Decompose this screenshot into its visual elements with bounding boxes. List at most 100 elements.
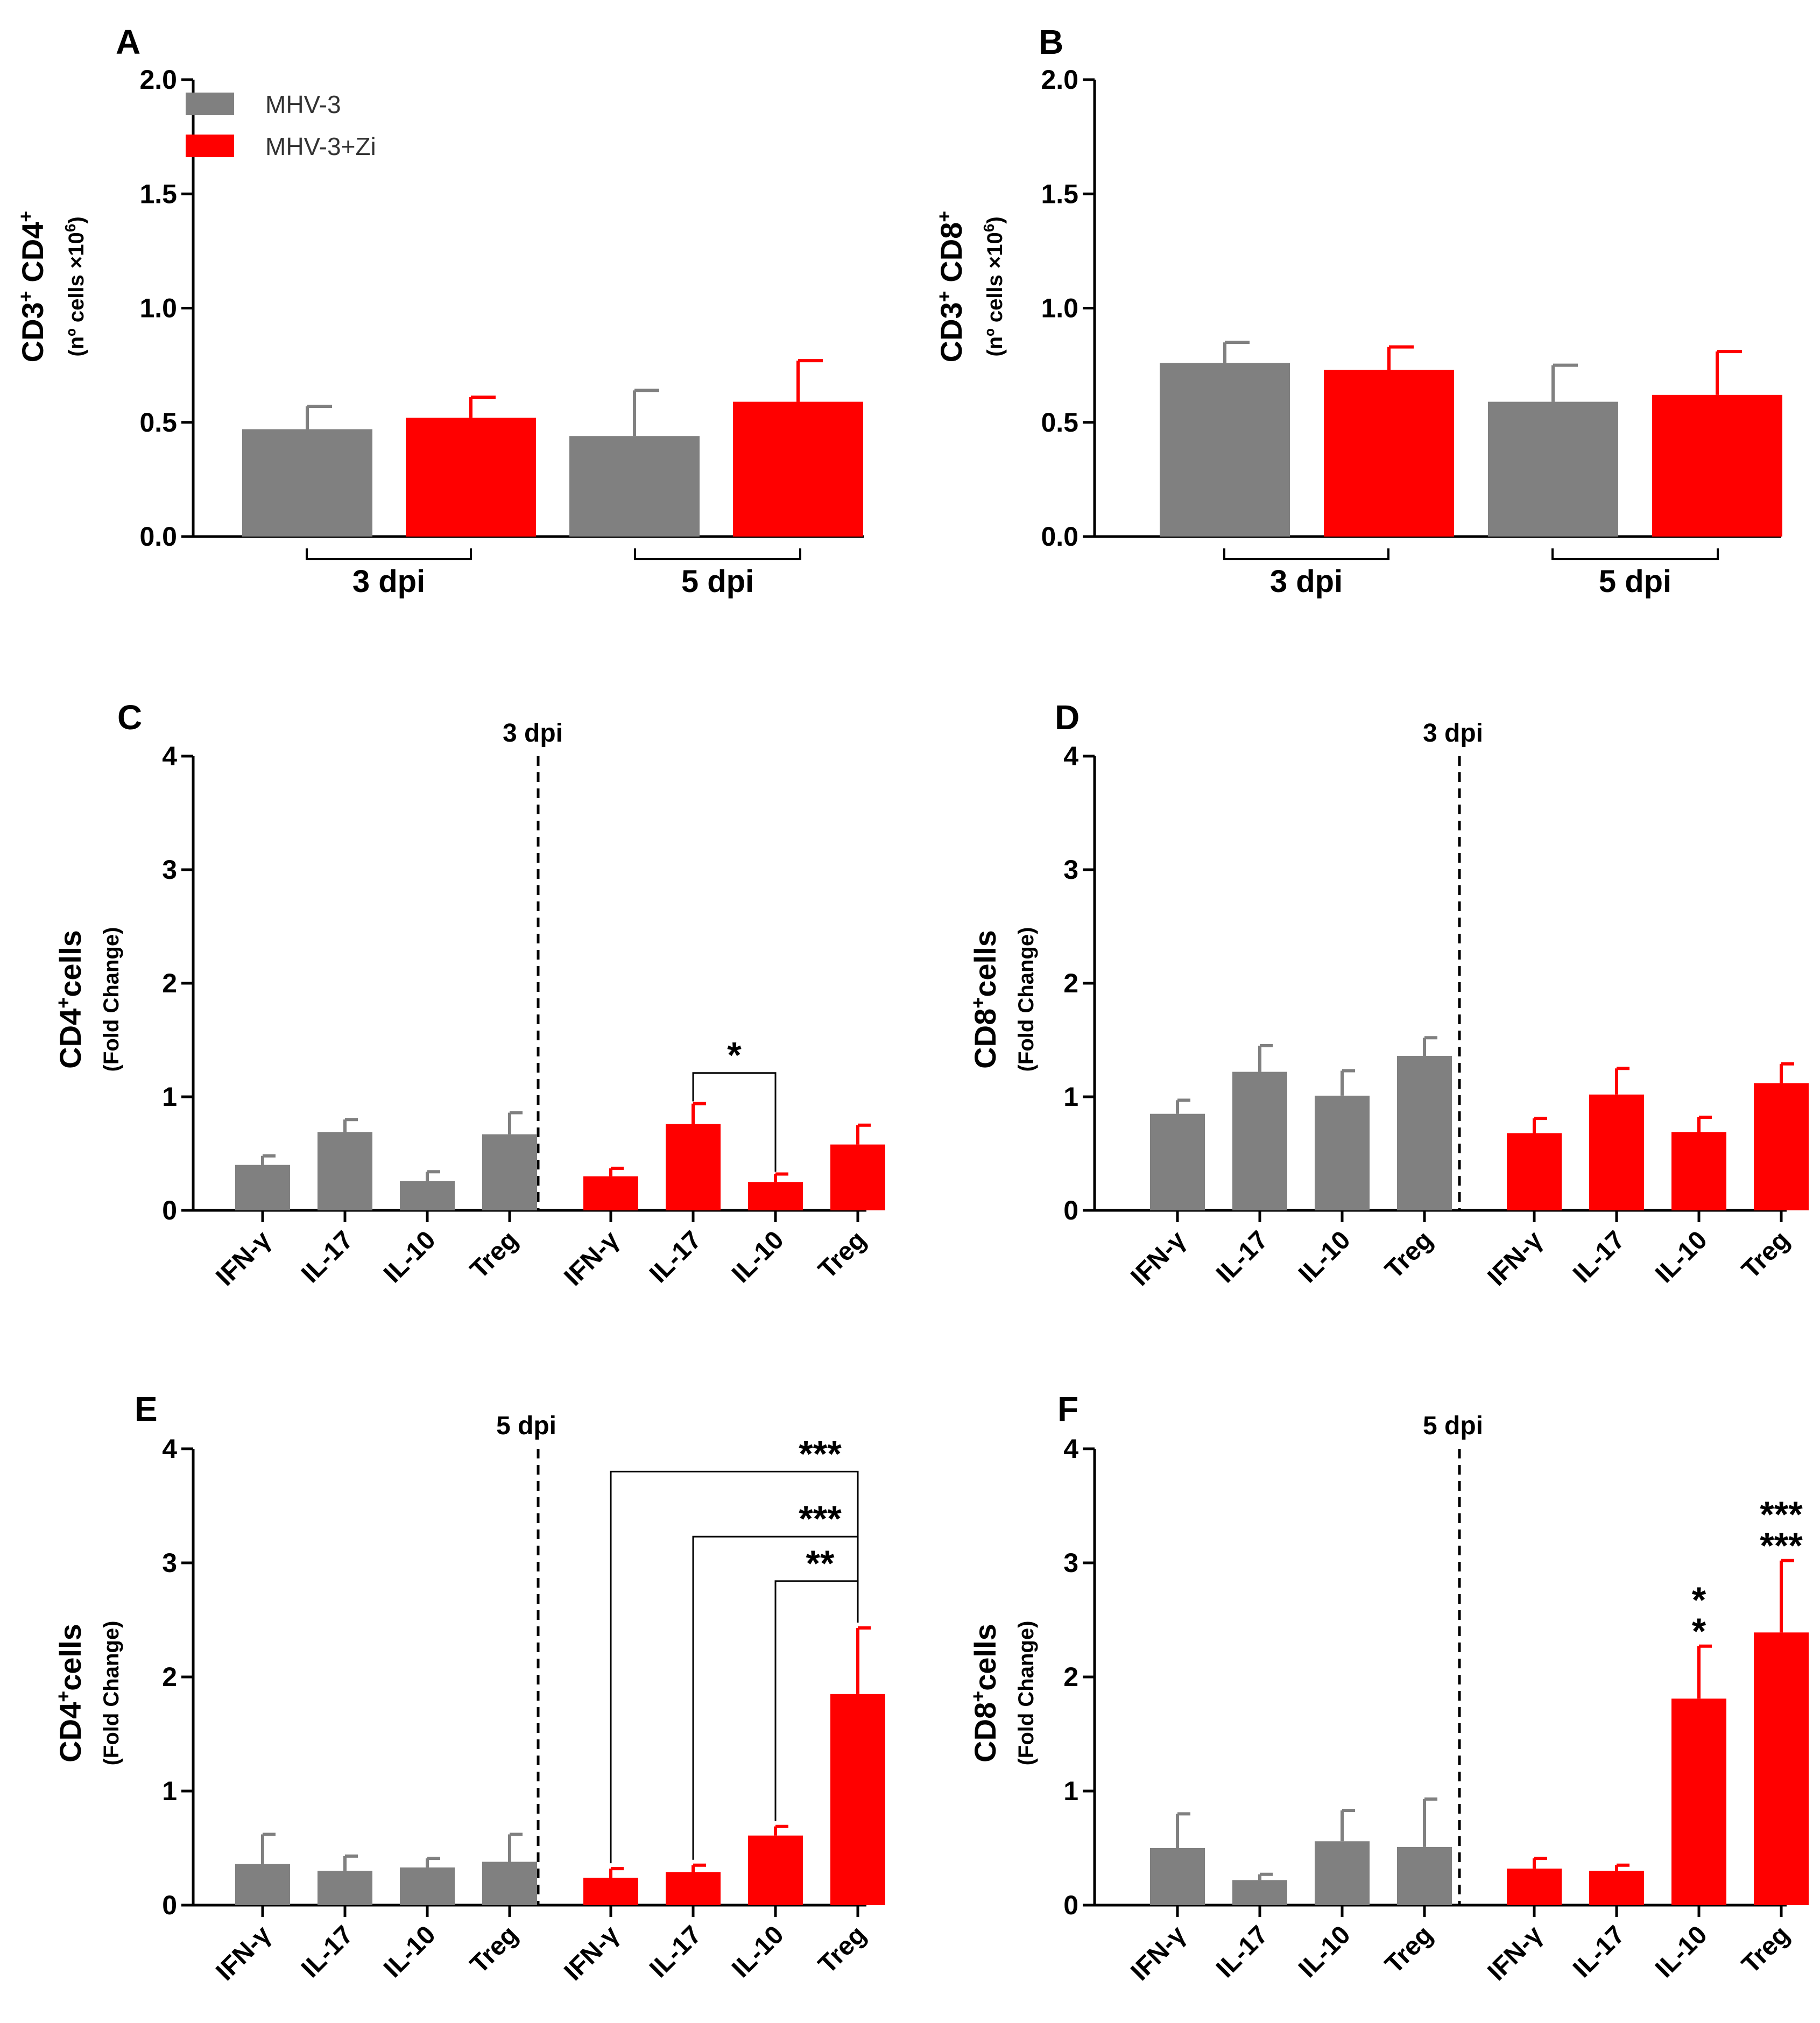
bar-il17-mhv3 [1232,1072,1287,1210]
x-tick-label: Treg [1380,1225,1438,1284]
x-tick-label: IFN-γ [559,1920,625,1986]
category-label: 3 dpi [352,564,425,599]
bar-il17-mhv3-zi [666,1124,721,1210]
y-tick-label: 1.0 [1041,293,1078,323]
category-label: 3 dpi [1270,564,1343,599]
category-bracket [306,548,472,560]
panel-E: E 0 1 2 3 4 CD4+cells (Fold Change) 5 dpi IFN-γ IL… [52,1390,885,1986]
bar-treg-mhv3-zi [1754,1083,1809,1210]
bar-il10-mhv3-zi [748,1182,803,1210]
bar-treg-mhv3 [482,1134,537,1210]
x-tick-label: IL-10 [378,1225,441,1288]
x-tick-label: Treg [1380,1920,1438,1979]
x-tick-label: IFN-γ [1125,1225,1191,1292]
bar-mhv-3-zi-3-dpi [1324,370,1454,537]
y-tick-label: 0.5 [139,407,177,438]
x-tick-label: Treg [813,1920,872,1979]
y-tick-label: 0.5 [1041,407,1078,438]
x-tick-label: IFN-γ [210,1225,277,1292]
x-tick-label: IL-10 [1650,1225,1713,1288]
timepoint-annotation: 5 dpi [1423,1412,1483,1440]
x-tick-label: IFN-γ [210,1920,277,1986]
legend-swatch [186,135,234,157]
x-tick-label: Treg [465,1225,524,1284]
significance-label: *** [1760,1494,1803,1535]
bar-il10-mhv3 [400,1867,455,1905]
y-axis-subtitle: (nº cells ×106) [62,216,89,356]
y-tick-label: 3 [162,855,177,885]
bar-ifn-mhv3-zi [583,1176,638,1210]
bar-ifn-mhv3 [235,1864,290,1905]
y-tick-label: 4 [162,1434,177,1464]
bar-treg-mhv3 [1397,1846,1452,1905]
bar-mhv-3-5-dpi [569,436,700,537]
x-tick-label: IL-17 [644,1920,707,1983]
x-tick-label: IFN-γ [1482,1225,1548,1292]
legend-swatch [186,93,234,115]
y-tick-label: 0 [1063,1195,1078,1225]
y-axis-title: CD4+cells [52,930,88,1069]
y-tick-label: 4 [1063,741,1078,771]
x-tick-label: IL-10 [1293,1225,1356,1288]
significance-label: * [1692,1580,1706,1620]
bar-il10-mhv3 [1315,1095,1370,1210]
significance-bracket [692,1072,777,1172]
y-axis-subtitle: (Fold Change) [100,1621,123,1766]
x-tick-label: IFN-γ [1482,1920,1548,1986]
x-tick-label: Treg [1737,1920,1795,1979]
category-label: 5 dpi [1599,564,1671,599]
y-tick-label: 2 [162,968,177,998]
y-tick-label: 3 [162,1548,177,1578]
y-tick-label: 2 [1063,1662,1078,1692]
y-tick-label: 1 [162,1082,177,1112]
y-tick-label: 2 [1063,968,1078,998]
panel-A: A 0.0 0.5 1.0 1.5 2.0 CD3+ CD4+ (nº cells ×106)… [15,23,864,599]
bar-il17-mhv3 [318,1871,372,1905]
y-axis-title: CD8+cells [967,1624,1003,1763]
y-axis-subtitle: (nº cells ×106) [980,216,1007,356]
bar-il17-mhv3-zi [666,1872,721,1905]
significance-label: ** [806,1543,835,1584]
panel-D: D 0 1 2 3 4 CD8+cells (Fold Change) 3 dpi IFN-γ IL… [967,698,1809,1292]
bar-il10-mhv3 [1315,1841,1370,1905]
significance-bracket [774,1580,859,1821]
x-tick-label: IFN-γ [559,1225,625,1292]
y-tick-label: 0 [1063,1890,1078,1920]
x-tick-label: IL-17 [1211,1225,1274,1288]
panel-label: E [135,1390,158,1428]
y-tick-label: 4 [1063,1434,1078,1464]
x-tick-label: Treg [813,1225,872,1284]
x-tick-label: Treg [1737,1225,1795,1284]
y-axis-subtitle: (Fold Change) [1014,1621,1038,1766]
bar-mhv-3-zi-3-dpi [406,418,536,537]
y-axis-title: CD4+cells [52,1624,88,1763]
x-tick-label: IL-10 [378,1920,441,1983]
category-bracket [1551,548,1719,560]
bar-treg-mhv3-zi [830,1144,885,1210]
timepoint-annotation: 5 dpi [496,1412,556,1440]
bar-treg-mhv3-zi [1754,1632,1809,1905]
panel-label: D [1055,698,1080,737]
bar-treg-mhv3 [482,1862,537,1905]
bar-ifn-mhv3-zi [1507,1869,1562,1905]
x-tick-label: IL-10 [1293,1920,1356,1983]
significance-label: * [1692,1611,1706,1652]
y-tick-label: 3 [1063,855,1078,885]
x-tick-label: Treg [465,1920,524,1979]
y-tick-label: 1.0 [139,293,177,323]
bar-treg-mhv3 [1397,1056,1452,1210]
significance-label: * [727,1035,742,1076]
bar-il10-mhv3-zi [748,1835,803,1905]
bar-mhv-3-zi-5-dpi [1652,394,1782,537]
bar-ifn-mhv3 [1150,1113,1205,1210]
panel-label: F [1057,1390,1078,1428]
legend-label: MHV-3+Zi [265,132,376,160]
y-tick-label: 3 [1063,1548,1078,1578]
y-axis-title: CD3+ CD4+ [15,211,50,363]
y-tick-label: 4 [162,741,177,771]
y-tick-label: 0.0 [1041,521,1078,552]
y-tick-label: 1 [162,1776,177,1806]
timepoint-annotation: 3 dpi [1423,719,1483,748]
bar-ifn-mhv3 [235,1165,290,1210]
